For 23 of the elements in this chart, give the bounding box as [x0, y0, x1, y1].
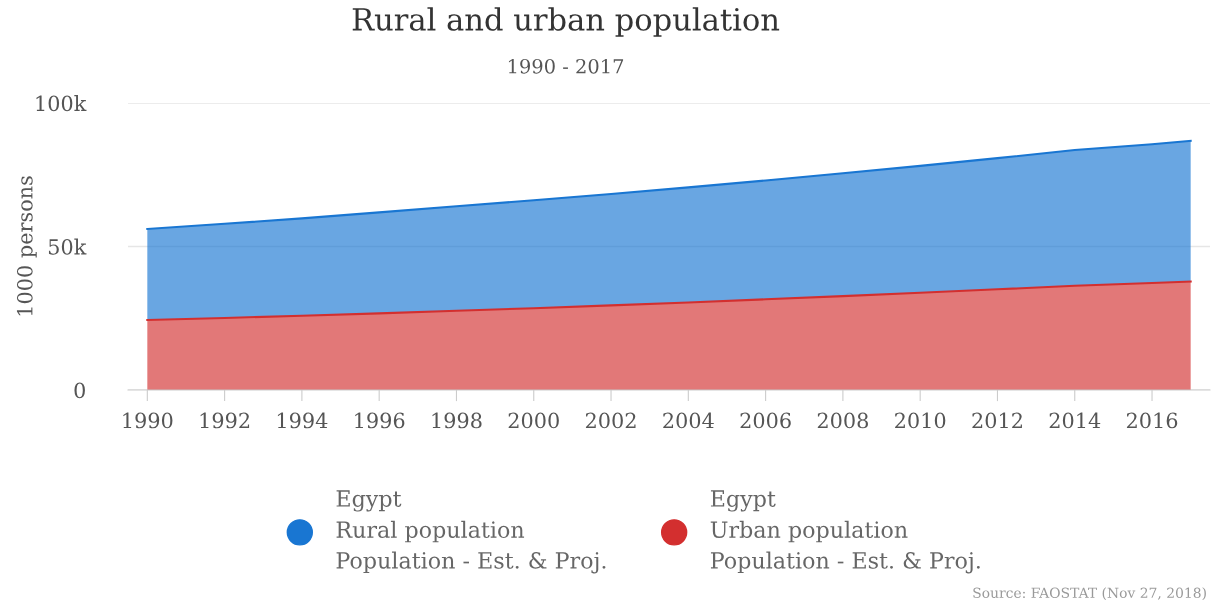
x-tick-label: 1998 — [432, 412, 482, 429]
x-tick-label: 1994 — [277, 412, 328, 429]
legend-label: Egypt Urban population Population - Est. & Proj. — [710, 490, 980, 574]
y-tick-label: 0 — [74, 382, 85, 399]
x-tick-label: 2008 — [817, 412, 868, 429]
x-tick-label: 2004 — [663, 412, 714, 429]
x-tick-label: 2000 — [508, 412, 559, 429]
y-tick-label: 50k — [48, 238, 87, 255]
x-tick-label: 2002 — [585, 412, 636, 429]
y-axis-title: 1000 persons — [16, 176, 37, 316]
x-tick-label: 2016 — [1126, 412, 1178, 429]
x-tick-label: 2014 — [1049, 412, 1101, 429]
y-tick-label: 100k — [36, 95, 87, 112]
chart-subtitle: 1990 - 2017 — [508, 58, 624, 74]
x-tick-label: 1990 — [123, 412, 173, 429]
x-tick-label: 1992 — [200, 412, 250, 429]
legend-label: Egypt Rural population Population - Est. & Proj. — [336, 490, 606, 574]
x-tick-label: 1996 — [355, 412, 405, 429]
source-note: Source: FAOSTAT (Nov 27, 2018) — [973, 587, 1206, 600]
x-tick-label: 2012 — [972, 412, 1022, 429]
x-tick-label: 2006 — [740, 412, 791, 429]
chart-title: Rural and urban population — [352, 7, 780, 37]
x-tick-label: 2010 — [895, 412, 946, 429]
